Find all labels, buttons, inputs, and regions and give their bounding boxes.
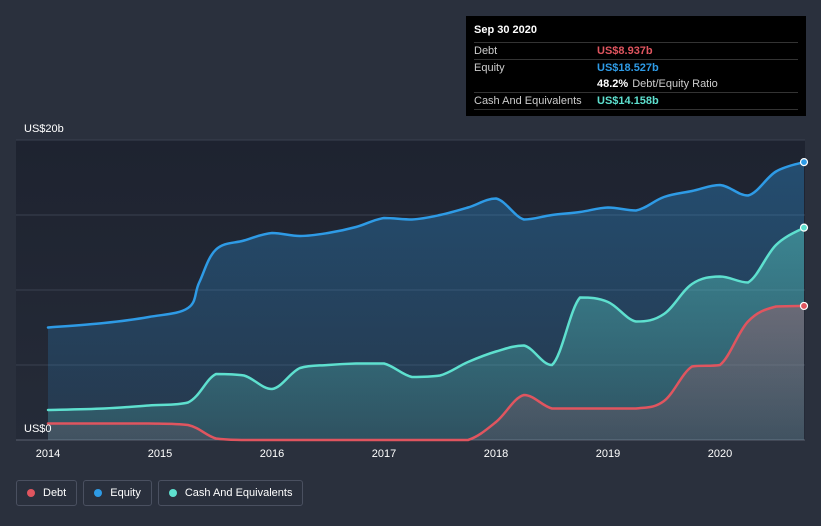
cash-dot-icon bbox=[168, 489, 177, 497]
x-axis-ticks: 2014 2015 2016 2017 2018 2019 2020 bbox=[36, 448, 732, 460]
x-tick-label: 2020 bbox=[708, 448, 732, 460]
cash-endpoint bbox=[799, 223, 809, 232]
tooltip-row-ratio: 48.2% Debt/Equity Ratio bbox=[474, 76, 798, 92]
tooltip-row-equity: Equity US$18.527b bbox=[474, 59, 798, 76]
series-lines bbox=[46, 160, 806, 442]
tooltip-ratio-value: 48.2% bbox=[597, 78, 629, 90]
equity-dot-icon bbox=[94, 489, 103, 497]
tooltip-debt-label: Debt bbox=[474, 45, 498, 57]
y-axis-label-top: US$20b bbox=[24, 123, 64, 135]
tooltip-date: Sep 30 2020 bbox=[474, 24, 537, 36]
legend: Debt Equity Cash And Equivalents bbox=[16, 480, 304, 506]
debt-dot-icon bbox=[27, 489, 35, 497]
tooltip-equity-value: US$18.527b bbox=[597, 62, 659, 74]
series-endpoints bbox=[799, 157, 809, 311]
equity-endpoint bbox=[799, 157, 809, 167]
legend-item-equity[interactable]: Equity bbox=[83, 480, 152, 506]
legend-debt-label: Debt bbox=[43, 487, 67, 499]
tooltip-row-cash: Cash And Equivalents US$14.158b bbox=[474, 92, 798, 110]
tooltip-equity-label: Equity bbox=[474, 62, 505, 74]
x-tick-label: 2015 bbox=[148, 448, 172, 460]
x-tick-label: 2017 bbox=[372, 448, 396, 460]
debt-line bbox=[46, 304, 806, 442]
legend-cash-label: Cash And Equivalents bbox=[184, 487, 293, 499]
legend-item-debt[interactable]: Debt bbox=[16, 480, 78, 506]
tooltip-cash-label: Cash And Equivalents bbox=[474, 95, 582, 107]
tooltip-debt-value: US$8.937b bbox=[597, 45, 653, 57]
x-tick-label: 2016 bbox=[260, 448, 284, 460]
series-areas bbox=[48, 162, 804, 440]
tooltip-ratio-label: Debt/Equity Ratio bbox=[632, 78, 718, 90]
tooltip-cash-value: US$14.158b bbox=[597, 95, 659, 107]
debt-area bbox=[48, 305, 804, 440]
legend-item-cash[interactable]: Cash And Equivalents bbox=[157, 480, 304, 506]
x-tick-label: 2014 bbox=[36, 448, 60, 460]
y-axis-label-bottom: US$0 bbox=[24, 423, 52, 435]
x-tick-label: 2018 bbox=[484, 448, 508, 460]
tooltip-row-debt: Debt US$8.937b bbox=[474, 42, 798, 59]
cash-area bbox=[48, 227, 804, 440]
equity-line bbox=[46, 160, 806, 329]
debt-endpoint bbox=[799, 301, 809, 311]
cash-line bbox=[46, 226, 806, 412]
x-tick-label: 2019 bbox=[596, 448, 620, 460]
legend-equity-label: Equity bbox=[110, 487, 141, 499]
tooltip-panel: Sep 30 2020 Debt US$8.937b Equity US$18.… bbox=[466, 16, 806, 116]
